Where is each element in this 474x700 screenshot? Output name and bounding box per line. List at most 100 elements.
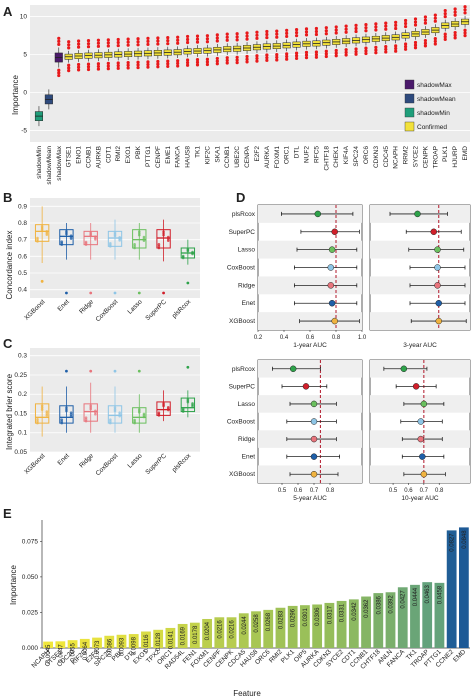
outlier-point — [423, 18, 428, 22]
jitter-point — [162, 230, 165, 233]
outlier-point — [126, 40, 130, 44]
x-tick-label: FANCA — [175, 145, 182, 167]
bar — [397, 587, 408, 648]
auc-point — [331, 317, 338, 325]
outlier-point — [275, 35, 279, 39]
outlier-point — [195, 37, 200, 41]
x-tick-label: ORC6 — [363, 146, 370, 164]
bar-value-label: 0.0216 — [230, 620, 236, 639]
outlier-point — [185, 63, 190, 67]
outlier-point — [146, 60, 150, 64]
outlier-point — [413, 23, 418, 27]
jitter-point — [133, 243, 136, 246]
box — [83, 230, 98, 246]
x-tick-label: CCNB1 — [86, 146, 93, 168]
outlier-point — [76, 68, 81, 72]
outlier-point — [364, 51, 368, 56]
bar — [55, 641, 66, 648]
model-label: Enet — [242, 454, 256, 461]
auc-point — [420, 400, 428, 408]
outlier-point — [116, 37, 120, 42]
bar-value-label: 0.0064 — [83, 641, 89, 660]
bar — [177, 623, 188, 648]
outlier-point — [106, 44, 110, 48]
outlier-point — [162, 291, 165, 295]
outlier-point — [413, 17, 418, 21]
outlier-point — [413, 46, 418, 50]
x-tick-label: shadowMax — [56, 145, 63, 180]
auc-point — [289, 365, 297, 373]
jitter-point — [166, 235, 170, 239]
y-tick-label: 0.25 — [14, 372, 27, 379]
x-tick-label: EMD — [462, 146, 469, 161]
y-tick-label: 0.025 — [22, 609, 39, 616]
outlier-point — [156, 65, 160, 69]
x-tick-label: SKA1 — [214, 146, 221, 163]
model-label: XGBoost — [229, 471, 255, 478]
y-tick-label: 0.4 — [18, 287, 27, 294]
outlier-point — [67, 40, 71, 44]
outlier-point — [463, 8, 467, 12]
panel-letter-e: E — [3, 506, 12, 521]
model-label: SuperPC — [229, 383, 256, 390]
bar — [79, 638, 90, 648]
x-tick-label: plsRcox — [171, 452, 193, 474]
outlier-point — [354, 29, 358, 34]
x-tick-label: RMI2 — [115, 146, 122, 162]
outlier-point — [443, 12, 447, 16]
outlier-point — [344, 48, 348, 52]
outlier-point — [275, 53, 279, 57]
outlier-point — [245, 31, 249, 35]
plot-background — [30, 5, 470, 142]
jitter-point — [89, 231, 93, 234]
bar-value-label: 0.0128 — [156, 632, 162, 651]
bar-value-label: 0.0283 — [278, 610, 284, 629]
outlier-point — [354, 26, 358, 31]
box — [34, 224, 50, 242]
jitter-point — [69, 234, 73, 237]
outlier-point — [275, 55, 279, 59]
bar-value-label: 0.0045 — [46, 644, 52, 663]
box — [59, 229, 74, 246]
outlier-point — [67, 43, 71, 47]
outlier-point — [384, 21, 388, 25]
panel-letter-a: A — [3, 4, 13, 19]
outlier-point — [324, 32, 328, 36]
outlier-point — [116, 64, 120, 68]
outlier-point — [156, 42, 160, 46]
outlier-point — [453, 13, 457, 17]
outlier-point — [205, 57, 210, 61]
x-tick-label: 0.8 — [332, 335, 341, 341]
bar-value-label: 0.0169 — [181, 626, 187, 645]
outlier-point — [394, 49, 398, 53]
bar — [251, 611, 261, 648]
y-tick-label: 0.15 — [14, 410, 27, 417]
outlier-point — [205, 62, 210, 67]
jitter-point — [40, 225, 44, 228]
bar — [67, 640, 78, 648]
outlier-point — [166, 39, 170, 43]
auc-point — [434, 264, 441, 271]
outlier-point — [166, 35, 170, 40]
panel-d: plsRcox plsRcox SuperPC SuperPC Lasso Lasso Co… — [227, 204, 471, 502]
x-tick-label: CDKN3 — [373, 146, 380, 168]
outlier-point — [344, 30, 348, 34]
x-tick-label: 0.7 — [420, 488, 429, 494]
outlier-point — [195, 40, 200, 44]
jitter-point — [157, 244, 161, 248]
bar — [312, 604, 323, 648]
jitter-point — [142, 235, 146, 239]
outlier-point — [285, 31, 289, 35]
x-tick-label: 0.6 — [294, 488, 303, 494]
outlier-point — [463, 31, 467, 35]
jitter-point — [142, 237, 146, 241]
outlier-point — [126, 66, 130, 70]
outlier-point — [225, 32, 229, 36]
outlier-point — [195, 60, 200, 64]
outlier-point — [195, 63, 200, 67]
outlier-point — [255, 56, 259, 61]
bar-value-label: 0.0458 — [437, 585, 443, 604]
outlier-point — [106, 64, 110, 68]
y-tick-label: 0.6 — [18, 253, 27, 260]
